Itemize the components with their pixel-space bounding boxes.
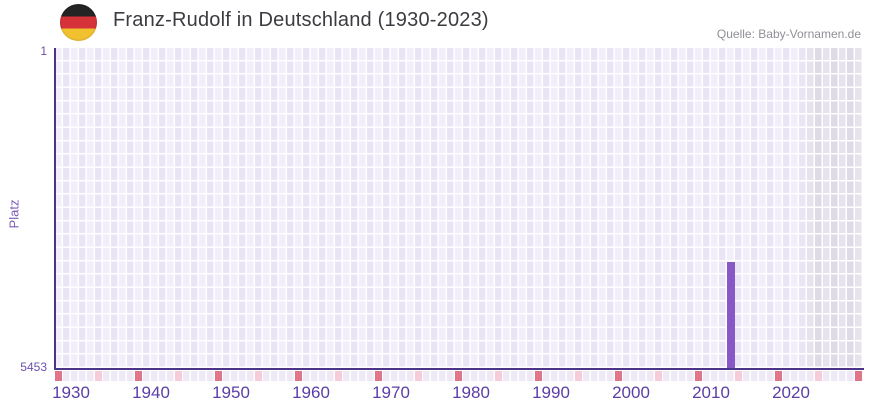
rank-bar-2014[interactable] <box>727 262 735 368</box>
chart-title: Franz-Rudolf in Deutschland (1930-2023) <box>113 9 489 31</box>
y-tick-label-bottom: 5453 <box>20 360 47 374</box>
major-tick-1970 <box>375 371 382 381</box>
major-tick-2030 <box>855 371 862 381</box>
x-tick-label-1960: 1960 <box>292 383 330 402</box>
x-tick-label-1930: 1930 <box>52 383 90 402</box>
plot-area <box>55 48 862 368</box>
y-tick-label-top: 1 <box>40 44 47 58</box>
major-tick-2020 <box>775 371 782 381</box>
minor-tick-2015 <box>735 371 742 381</box>
german-flag-icon <box>60 4 97 41</box>
major-tick-1960 <box>295 371 302 381</box>
axis-lines <box>54 48 864 370</box>
minor-tick-1945 <box>175 371 182 381</box>
major-tick-2000 <box>615 371 622 381</box>
x-tick-label-1980: 1980 <box>452 383 490 402</box>
minor-tick-1975 <box>415 371 422 381</box>
x-tick-strip <box>55 371 862 381</box>
major-tick-1940 <box>135 371 142 381</box>
x-tick-label-2010: 2010 <box>692 383 730 402</box>
no-data-region <box>807 48 862 368</box>
minor-tick-1935 <box>95 371 102 381</box>
x-tick-label-1970: 1970 <box>372 383 410 402</box>
source-credit: Quelle: Baby-Vornamen.de <box>716 27 861 41</box>
x-tick-label-1990: 1990 <box>532 383 570 402</box>
minor-tick-1955 <box>255 371 262 381</box>
x-tick-label-1950: 1950 <box>212 383 250 402</box>
major-tick-2010 <box>695 371 702 381</box>
major-tick-1950 <box>215 371 222 381</box>
minor-tick-1985 <box>495 371 502 381</box>
minor-tick-1995 <box>575 371 582 381</box>
major-tick-1980 <box>455 371 462 381</box>
x-axis-labels: 1930 1940 1950 1960 1970 1980 1990 2000 2010 2020 <box>52 383 862 405</box>
minor-tick-1965 <box>335 371 342 381</box>
minor-tick-2025 <box>815 371 822 381</box>
y-axis-title: Platz <box>6 199 22 229</box>
x-tick-label-1940: 1940 <box>132 383 170 402</box>
major-tick-1930 <box>55 371 62 381</box>
minor-tick-2005 <box>655 371 662 381</box>
x-tick-label-2000: 2000 <box>612 383 650 402</box>
major-tick-1990 <box>535 371 542 381</box>
x-tick-label-2020: 2020 <box>772 383 810 402</box>
